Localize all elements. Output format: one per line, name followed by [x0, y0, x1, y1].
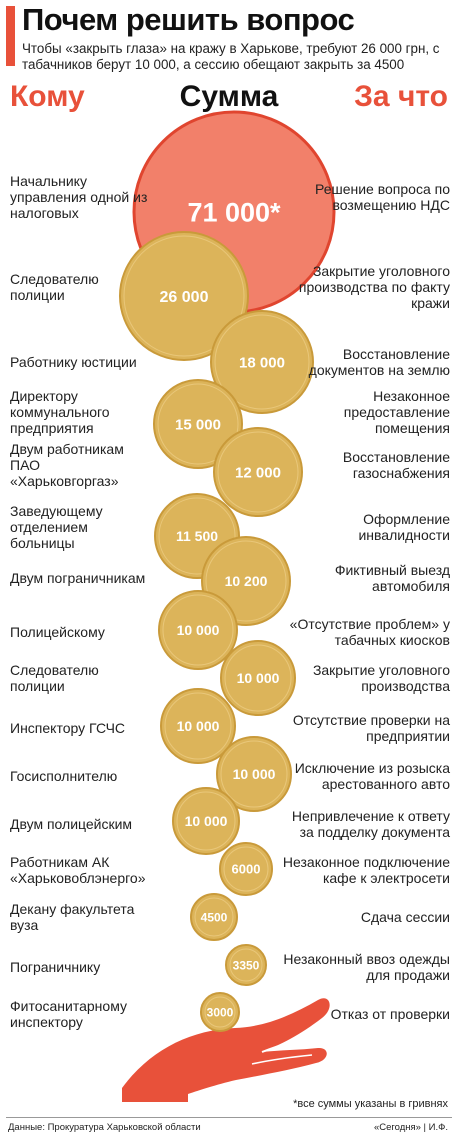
recipient-label-16: Фитосанитарному инспектору: [10, 998, 127, 1030]
coin-value-5: 12 000: [235, 464, 281, 481]
coin-rim-13: [223, 846, 269, 892]
recipient-label-11: Госисполнителю: [10, 768, 118, 784]
coin-2: [119, 231, 249, 361]
coin-3: [210, 310, 314, 414]
coin-8: [158, 590, 238, 670]
purpose-label-16: Отказ от проверки: [330, 1006, 450, 1022]
coin-rim-10: [164, 692, 232, 760]
purpose-label-15: Незаконный ввоз одежды для продажи: [283, 951, 450, 983]
purpose-label-11: Исключение из розыска арестованного авто: [294, 760, 450, 792]
title-accent-bar: [6, 6, 15, 66]
coin-value-13: 6000: [232, 862, 261, 877]
purpose-label-9: Закрытие уголовного производства: [312, 662, 450, 694]
coin-11: [216, 736, 292, 812]
recipient-label-14: Декану факультета вуза: [10, 901, 135, 933]
coin-rim-3: [214, 314, 310, 410]
recipient-label-13: Работникам АК «Харьковоблэнерго»: [10, 854, 146, 886]
coin-rim-12: [176, 791, 236, 851]
coin-14: [190, 893, 238, 941]
coin-13: [219, 842, 273, 896]
coin-value-2: 26 000: [160, 289, 209, 306]
coin-rim-6: [158, 497, 236, 575]
column-header-for: За что: [354, 80, 448, 113]
coin-rim-7: [205, 540, 287, 622]
coin-4: [153, 379, 243, 469]
coin-5: [213, 427, 303, 517]
purpose-label-13: Незаконное подключение кафе к электросет…: [282, 854, 450, 886]
recipient-label-1: Начальнику управления одной из налоговых: [10, 173, 148, 221]
coin-value-8: 10 000: [177, 622, 220, 638]
purpose-label-14: Сдача сессии: [360, 909, 450, 925]
purpose-label-4: Незаконное предоставление помещения: [343, 388, 450, 436]
coin-value-16: 3000: [207, 1005, 234, 1019]
recipient-label-10: Инспектору ГСЧС: [10, 720, 126, 736]
purpose-label-3: Восстановление документов на землю: [308, 346, 450, 378]
coin-value-1: 71 000*: [187, 198, 281, 228]
page-title: Почем решить вопрос: [22, 2, 355, 37]
recipient-label-3: Работнику юстиции: [10, 354, 137, 370]
recipient-label-9: Следователю полиции: [10, 662, 99, 694]
coin-12: [172, 787, 240, 855]
credit: «Сегодня» | И.Ф.: [373, 1122, 448, 1133]
coin-value-12: 10 000: [185, 813, 228, 829]
column-header-sum: Сумма: [179, 80, 279, 113]
purpose-label-7: Фиктивный выезд автомобиля: [334, 562, 450, 594]
recipient-label-7: Двум пограничникам: [10, 570, 146, 586]
coin-value-15: 3350: [233, 958, 260, 972]
recipient-label-6: Заведующему отделением больницы: [10, 503, 103, 551]
coin-value-11: 10 000: [233, 766, 276, 782]
hand-icon: [122, 998, 330, 1102]
data-source: Данные: Прокуратура Харьковской области: [8, 1122, 201, 1133]
purpose-label-2: Закрытие уголовного производства по факт…: [298, 263, 450, 311]
coin-rim-8: [162, 594, 234, 666]
coin-rim-14: [194, 897, 234, 937]
column-header-who: Кому: [10, 80, 85, 113]
coin-rim-5: [217, 431, 299, 513]
footnote: *все суммы указаны в гривнях: [293, 1098, 448, 1110]
coin-10: [160, 688, 236, 764]
coin-value-3: 18 000: [239, 354, 285, 371]
coin-rim-2: [123, 235, 245, 357]
coin-16: [200, 992, 240, 1032]
coin-rim-15: [229, 948, 263, 982]
recipient-label-5: Двум работникам ПАО «Харьковгоргаз»: [10, 441, 124, 489]
recipient-label-15: Пограничнику: [10, 959, 101, 975]
recipient-label-8: Полицейскому: [10, 624, 105, 640]
coin-value-4: 15 000: [175, 416, 221, 433]
purpose-label-1: Решение вопроса по возмещению НДС: [314, 181, 450, 213]
coin-rim-11: [220, 740, 288, 808]
purpose-label-6: Оформление инвалидности: [358, 511, 450, 543]
coin-9: [220, 640, 296, 716]
coin-value-6: 11 500: [176, 528, 218, 544]
coin-15: [225, 944, 267, 986]
footer-divider: [6, 1117, 452, 1118]
coin-rim-9: [224, 644, 292, 712]
purpose-label-8: «Отсутствие проблем» у табачных киосков: [289, 616, 450, 648]
coin-rim-4: [157, 383, 239, 465]
purpose-label-12: Непривлечение к ответу за подделку докум…: [291, 808, 450, 840]
recipient-label-12: Двум полицейским: [10, 816, 133, 832]
purpose-label-10: Отсутствие проверки на предприятии: [292, 712, 450, 744]
recipient-label-2: Следователю полиции: [10, 271, 99, 303]
recipient-label-4: Директору коммунального предприятия: [10, 388, 110, 436]
coin-value-10: 10 000: [177, 718, 220, 734]
purpose-label-5: Восстановление газоснабжения: [342, 449, 450, 481]
page-subtitle: Чтобы «закрыть глаза» на кражу в Харьков…: [22, 41, 440, 72]
coin-value-9: 10 000: [237, 670, 280, 686]
coin-value-14: 4500: [201, 910, 228, 924]
coin-rim-16: [204, 996, 236, 1028]
coin-value-7: 10 200: [225, 573, 268, 589]
